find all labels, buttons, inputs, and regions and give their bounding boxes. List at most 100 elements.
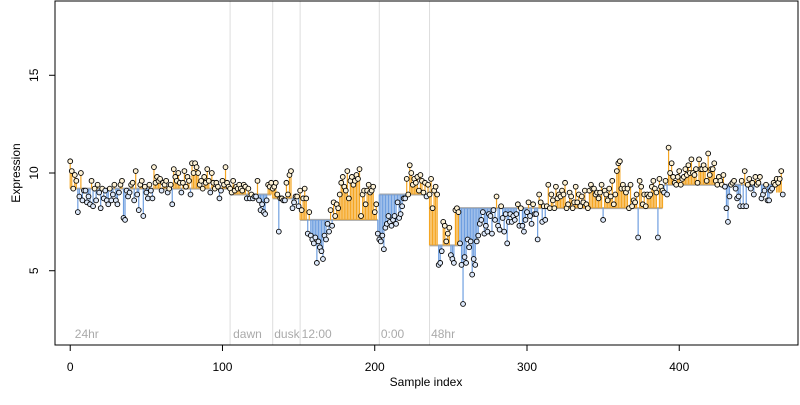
annotation-label-0: 24hr — [75, 327, 99, 341]
data-point-149 — [294, 193, 300, 200]
data-point-68 — [170, 166, 177, 172]
data-point-418 — [703, 177, 710, 184]
data-point-317 — [550, 197, 556, 204]
data-point-155 — [303, 195, 310, 202]
data-point-347 — [595, 195, 602, 202]
data-point-145 — [288, 168, 294, 174]
data-point-4 — [73, 177, 80, 184]
data-point-429 — [720, 172, 727, 178]
data-point-340 — [585, 205, 591, 212]
data-point-183 — [346, 195, 352, 202]
data-point-237 — [428, 176, 434, 182]
data-point-189 — [355, 176, 361, 182]
data-point-194 — [362, 201, 369, 208]
data-point-160 — [310, 240, 317, 247]
data-point-181 — [342, 187, 349, 194]
data-point-28 — [110, 191, 116, 198]
data-point-73 — [178, 189, 185, 196]
data-point-169 — [324, 220, 331, 227]
x-tick-label-0: 0 — [67, 360, 74, 374]
data-point-406 — [685, 162, 692, 169]
data-point-386 — [655, 234, 661, 241]
data-point-400 — [676, 168, 683, 174]
data-point-447 — [747, 185, 754, 192]
y-tick-label-0: 5 — [27, 267, 41, 274]
data-point-431 — [723, 205, 730, 212]
data-point-122 — [253, 193, 259, 200]
data-point-467 — [778, 168, 785, 174]
data-point-270 — [478, 217, 485, 223]
data-point-32 — [116, 189, 122, 196]
data-point-444 — [743, 203, 750, 210]
data-point-59 — [157, 176, 163, 182]
data-point-163 — [315, 238, 322, 245]
data-point-236 — [426, 191, 433, 198]
data-point-152 — [298, 207, 305, 213]
data-point-312 — [542, 217, 549, 223]
data-point-433 — [726, 193, 733, 200]
data-point-215 — [394, 199, 401, 206]
data-point-224 — [408, 170, 415, 176]
data-point-75 — [181, 168, 188, 174]
data-point-16 — [91, 185, 98, 192]
data-point-172 — [329, 222, 335, 229]
data-point-374 — [636, 177, 643, 184]
data-point-166 — [320, 256, 326, 262]
data-point-392 — [664, 191, 670, 198]
data-point-99 — [218, 187, 224, 194]
data-point-355 — [607, 193, 614, 200]
data-point-268 — [475, 232, 482, 239]
data-point-412 — [694, 179, 701, 186]
data-point-143 — [285, 191, 291, 198]
data-point-154 — [301, 185, 308, 192]
data-point-20 — [97, 205, 104, 212]
data-point-36 — [122, 217, 128, 223]
data-point-369 — [629, 203, 635, 210]
data-point-63 — [163, 177, 169, 184]
data-point-430 — [722, 183, 728, 190]
data-point-113 — [239, 187, 246, 194]
data-point-214 — [393, 220, 399, 227]
data-point-204 — [377, 238, 384, 245]
data-point-255 — [455, 209, 462, 215]
data-point-308 — [536, 191, 543, 198]
data-point-191 — [358, 213, 364, 219]
data-point-205 — [379, 232, 386, 239]
data-point-385 — [653, 189, 660, 196]
data-point-27 — [108, 197, 115, 204]
data-point-461 — [769, 185, 775, 192]
data-point-335 — [577, 203, 584, 210]
data-point-324 — [560, 191, 567, 198]
y-tick-label-1: 10 — [27, 166, 41, 180]
data-point-252 — [451, 260, 457, 266]
annotation-label-3: 12:00 — [302, 327, 332, 341]
data-point-319 — [553, 183, 559, 190]
data-point-315 — [546, 205, 553, 212]
data-point-371 — [632, 199, 638, 206]
data-point-330 — [569, 205, 576, 212]
data-point-446 — [746, 176, 753, 182]
data-point-49 — [141, 183, 148, 190]
x-tick-label-4: 400 — [669, 360, 689, 374]
data-point-185 — [349, 174, 355, 180]
data-point-247 — [443, 238, 450, 245]
data-point-230 — [417, 172, 424, 178]
data-point-60 — [158, 187, 165, 194]
data-point-92 — [207, 189, 214, 196]
data-point-307 — [534, 236, 541, 243]
data-point-420 — [706, 172, 713, 178]
data-point-55 — [151, 164, 157, 170]
data-point-349 — [598, 181, 605, 188]
y-tick-label-2: 15 — [27, 68, 41, 82]
data-point-174 — [332, 213, 338, 219]
data-points — [67, 144, 786, 307]
data-point-256 — [457, 240, 463, 247]
data-point-283 — [498, 203, 504, 210]
data-point-5 — [74, 209, 81, 215]
data-point-84 — [195, 170, 201, 176]
data-point-12 — [85, 193, 92, 200]
data-point-419 — [705, 150, 712, 157]
data-point-372 — [633, 191, 640, 198]
data-point-136 — [274, 191, 281, 198]
